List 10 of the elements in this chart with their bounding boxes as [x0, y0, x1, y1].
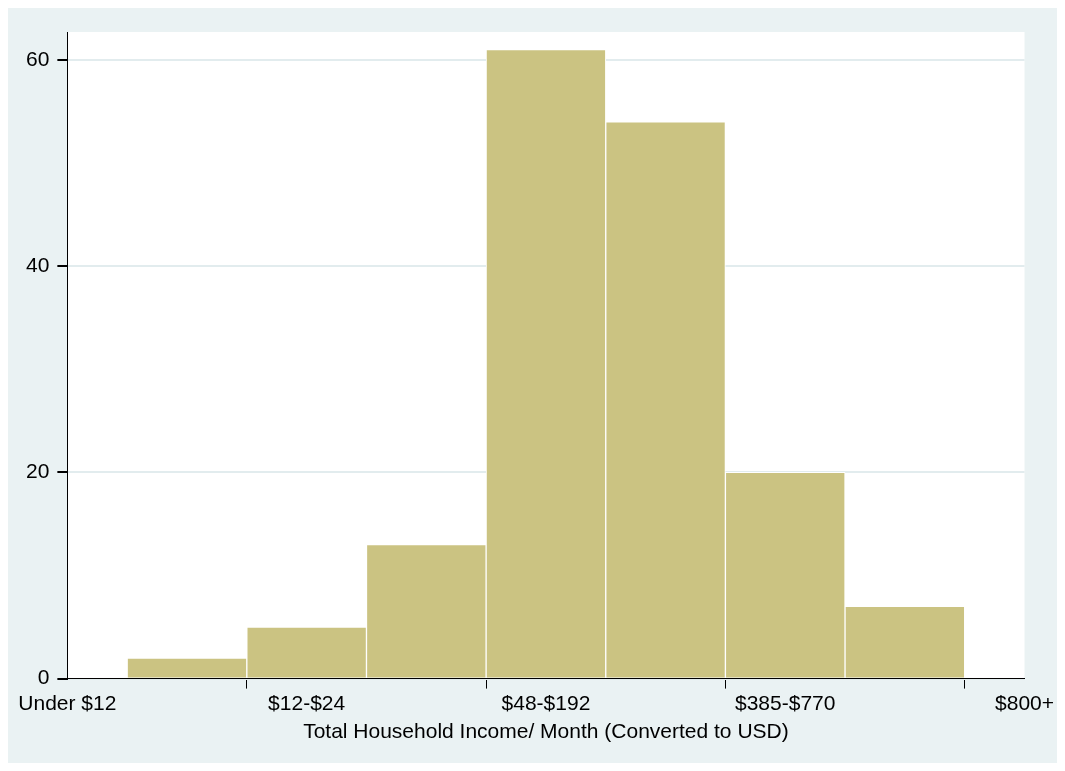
y-tick-label: 0	[37, 665, 50, 689]
x-tick-label: $48-$192	[501, 691, 591, 714]
x-axis-title: Total Household Income/ Month (Converted to USD)	[303, 719, 789, 743]
x-tick-label: $12-$24	[268, 691, 346, 714]
y-tick-label: 40	[26, 252, 50, 276]
x-tick-label: $385-$770	[735, 691, 836, 714]
x-tick-label: $800+	[995, 691, 1054, 714]
y-tick-label: 20	[26, 459, 50, 483]
y-tick-label: 60	[26, 46, 50, 70]
x-tick-label: Under $12	[18, 691, 117, 714]
